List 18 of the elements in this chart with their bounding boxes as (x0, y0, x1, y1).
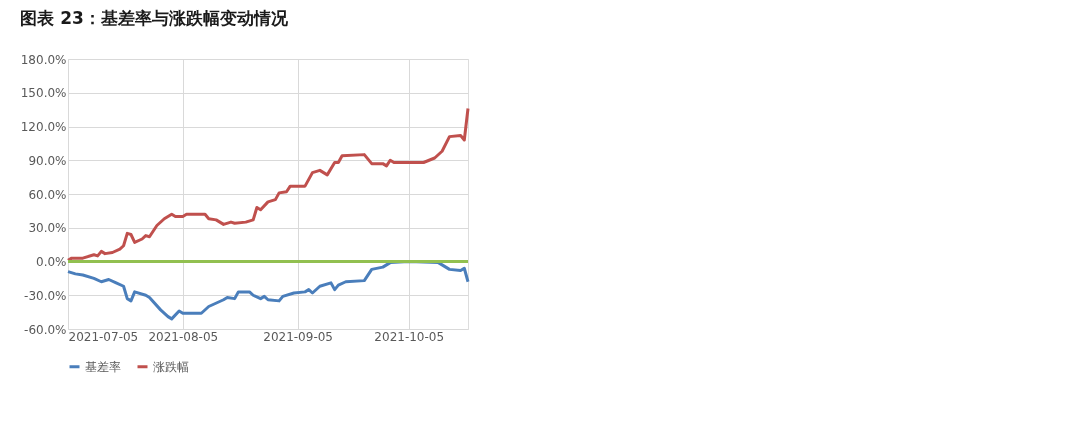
line-series (66, 107, 470, 262)
chart-title: 图表 23：基差率与涨跌幅变动情况 (20, 8, 289, 28)
y-tick-label: -30.0% (24, 288, 67, 303)
legend-label: 涨跌幅 (153, 359, 189, 374)
y-tick-label: -60.0% (24, 322, 67, 337)
x-tick-label: 2021-09-05 (263, 329, 333, 344)
x-tick-label: 2021-10-05 (374, 329, 445, 344)
y-tick-label: 150.0% (20, 86, 67, 101)
y-tick-label: 180.0% (20, 52, 67, 67)
y-tick-label: 60.0% (28, 187, 67, 202)
legend-label: 基差率 (85, 359, 121, 374)
y-tick-label: 90.0% (28, 153, 67, 168)
y-tick-label: 30.0% (28, 221, 67, 236)
x-tick-label: 2021-07-05 (68, 329, 139, 344)
x-tick-label: 2021-08-05 (148, 329, 219, 344)
y-tick-label: 0.0% (36, 255, 67, 269)
line-series (66, 260, 470, 321)
y-tick-label: 120.0% (20, 120, 67, 134)
